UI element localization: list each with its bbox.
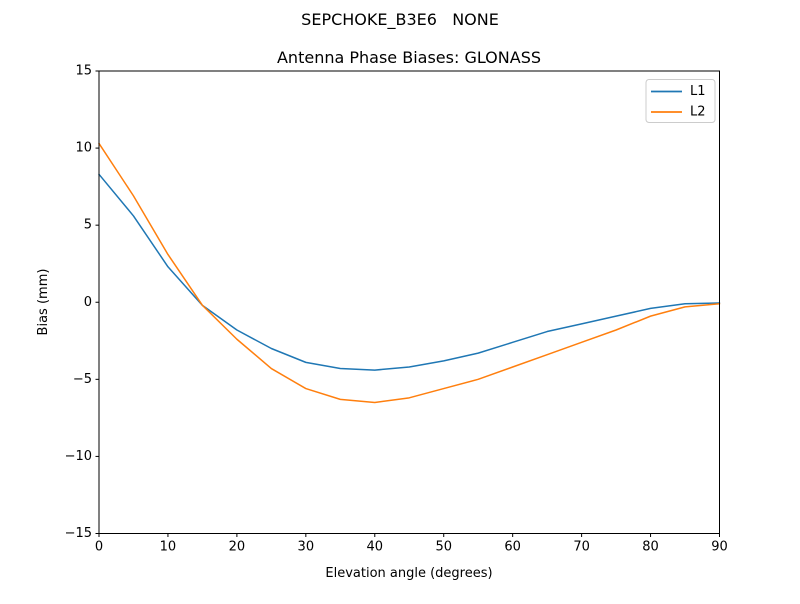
x-tick-label-70: 70 [573, 539, 590, 554]
x-tick-label-60: 60 [504, 539, 521, 554]
y-tick-label-5: 5 [84, 218, 92, 233]
y-tick-label-15: 15 [75, 64, 92, 79]
axes-title: Antenna Phase Biases: GLONASS [277, 48, 541, 67]
figure-title: SEPCHOKE_B3E6 NONE [301, 10, 499, 30]
x-tick-label-50: 50 [435, 539, 452, 554]
x-tick-label-40: 40 [367, 539, 384, 554]
axis-ticks: 0 10 20 30 40 50 60 70 80 90 −15 −10 −5 0 5 10 15 [65, 64, 728, 555]
series-lines [98, 142, 721, 404]
axes-frame [98, 70, 720, 534]
y-tick-label-10: 10 [75, 141, 92, 156]
x-tick-label-20: 20 [229, 539, 246, 554]
y-tick-label--15: −15 [65, 526, 92, 541]
series-line-L1 [98, 173, 721, 371]
y-axis-label: Bias (mm) [36, 269, 51, 336]
y-tick-label-0: 0 [84, 295, 92, 310]
x-tick-label-80: 80 [642, 539, 659, 554]
x-axis-label: Elevation angle (degrees) [325, 566, 492, 581]
y-tick-label--5: −5 [73, 372, 92, 387]
legend-label-L1: L1 [690, 84, 706, 99]
x-tick-label-10: 10 [160, 539, 177, 554]
legend-label-L2: L2 [690, 105, 706, 120]
x-tick-label-30: 30 [298, 539, 315, 554]
x-tick-label-0: 0 [95, 539, 103, 554]
y-tick-label--10: −10 [65, 449, 92, 464]
series-line-L2 [98, 142, 721, 404]
x-tick-label-90: 90 [711, 539, 728, 554]
